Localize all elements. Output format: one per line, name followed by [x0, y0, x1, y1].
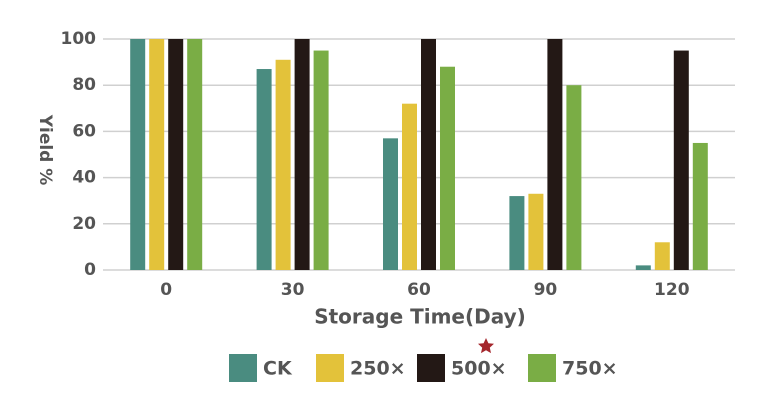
- star-marker: [478, 338, 494, 354]
- bar: [402, 103, 417, 271]
- x-tick-label: 90: [534, 280, 558, 300]
- bar: [566, 85, 582, 270]
- x-axis-label: Storage Time(Day): [314, 305, 526, 329]
- legend-swatch: [417, 354, 445, 382]
- legend-swatch: [528, 354, 556, 382]
- legend-label: 250×: [350, 358, 406, 380]
- y-tick-label: 0: [84, 260, 96, 280]
- y-tick-label: 80: [72, 75, 96, 95]
- legend-label: CK: [263, 358, 293, 380]
- bar: [421, 39, 436, 270]
- bar: [635, 265, 651, 270]
- bar: [509, 196, 525, 270]
- legend-label: 500×: [451, 358, 507, 380]
- legend-swatch: [316, 354, 344, 382]
- bar: [275, 59, 291, 270]
- y-axis-label: Yield %: [35, 114, 55, 186]
- x-tick-label: 30: [281, 280, 305, 300]
- x-tick-label: 120: [654, 280, 690, 300]
- x-tick-label: 0: [160, 280, 172, 300]
- y-tick-label: 20: [72, 214, 96, 234]
- x-tick-label: 60: [407, 280, 431, 300]
- bar: [168, 39, 184, 270]
- bar: [547, 39, 563, 270]
- bar: [256, 69, 272, 270]
- y-tick-label: 60: [72, 121, 96, 141]
- y-tick-label: 100: [61, 29, 97, 49]
- bar: [130, 39, 146, 270]
- bar: [149, 39, 165, 270]
- bar: [294, 39, 310, 270]
- bar: [383, 138, 398, 270]
- bar: [528, 193, 544, 270]
- bar: [692, 142, 708, 270]
- y-tick-label: 40: [72, 168, 96, 188]
- bar: [440, 66, 455, 270]
- bar: [673, 50, 689, 270]
- bar: [187, 39, 203, 270]
- legend-swatch: [229, 354, 257, 382]
- legend-label: 750×: [562, 358, 618, 380]
- bar: [313, 50, 329, 270]
- bar: [654, 242, 670, 270]
